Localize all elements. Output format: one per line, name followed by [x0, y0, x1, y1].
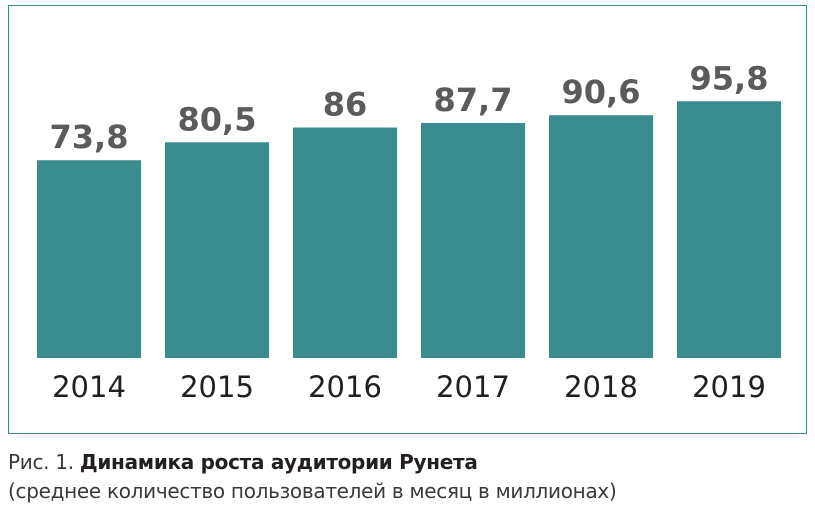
bar-2014	[37, 160, 141, 358]
bar-2015	[165, 142, 269, 358]
value-label-2019: 95,8	[690, 59, 769, 97]
bar-2019	[677, 101, 781, 359]
bar-2018	[549, 115, 653, 358]
value-label-2018: 90,6	[562, 73, 641, 111]
bar-chart: 73,8 2014 80,5 2015 86 2016 87,7 2017 90,6 2018 95…	[37, 59, 781, 404]
category-label-2018: 2018	[564, 370, 638, 404]
caption-title: Динамика роста аудитории Рунета	[79, 450, 478, 474]
caption-prefix: Рис. 1.	[8, 450, 74, 474]
category-label-2019: 2019	[692, 370, 766, 404]
value-label-2014: 73,8	[50, 118, 129, 156]
value-label-2015: 80,5	[178, 100, 257, 138]
caption-line-1: Рис. 1. Динамика роста аудитории Рунета	[8, 448, 808, 477]
category-label-2017: 2017	[436, 370, 510, 404]
bar-2016	[293, 127, 397, 359]
value-label-2016: 86	[323, 86, 368, 124]
category-label-2015: 2015	[180, 370, 254, 404]
value-label-2017: 87,7	[434, 81, 513, 119]
chart-frame: 73,8 2014 80,5 2015 86 2016 87,7 2017 90,6 2018 95…	[8, 5, 807, 434]
category-label-2016: 2016	[308, 370, 382, 404]
figure-caption: Рис. 1. Динамика роста аудитории Рунета …	[8, 448, 808, 506]
bar-2017	[421, 122, 525, 359]
caption-subtitle: (среднее количество пользователей в меся…	[8, 479, 617, 503]
category-label-2014: 2014	[52, 370, 126, 404]
